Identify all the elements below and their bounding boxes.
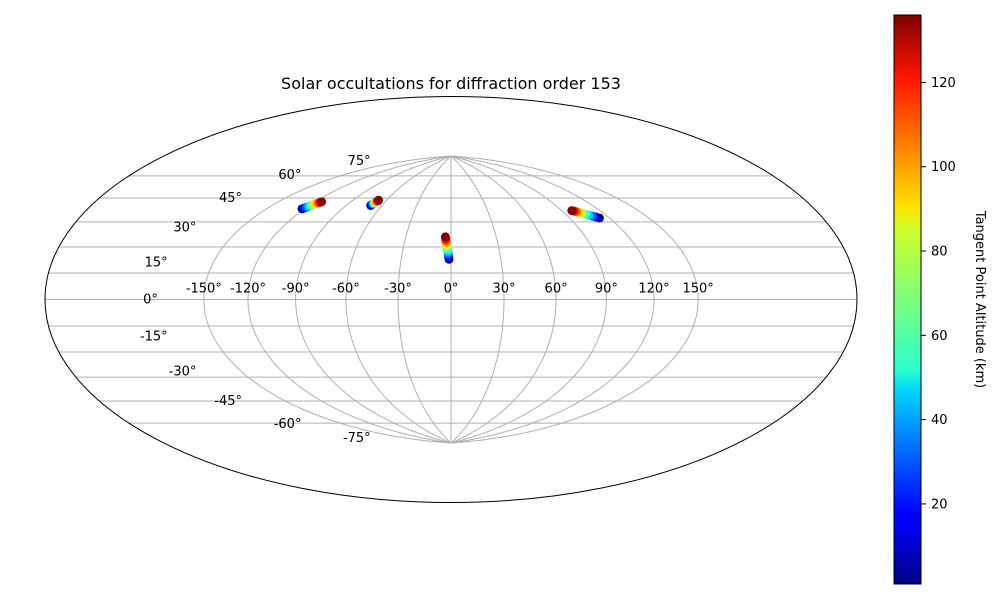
- chart-title: Solar occultations for diffraction order…: [281, 74, 621, 93]
- latitude-tick-label: -75°: [343, 431, 371, 446]
- occultation-point: [317, 197, 327, 207]
- longitude-tick-label: -90°: [282, 282, 310, 297]
- colorbar-tick-label: 120: [931, 76, 956, 91]
- colorbar-tick-label: 60: [931, 329, 948, 344]
- latitude-tick-label: 60°: [278, 168, 301, 183]
- longitude-tick-label: 30°: [492, 282, 515, 297]
- latitude-tick-label: -15°: [140, 330, 168, 345]
- latitude-tick-label: -45°: [214, 394, 242, 409]
- colorbar-tick-label: 20: [931, 497, 948, 512]
- colorbar-tick-label: 40: [931, 413, 948, 428]
- latitude-tick-label: 0°: [143, 293, 158, 308]
- latitude-tick-label: 15°: [145, 255, 168, 270]
- colorbar-label: Tangent Point Altitude (km): [972, 210, 987, 388]
- longitude-tick-label: 90°: [595, 282, 618, 297]
- longitude-tick-label: -60°: [332, 282, 360, 297]
- colorbar-tick-label: 100: [931, 160, 956, 175]
- occultation-points: [297, 195, 604, 264]
- longitude-tick-label: 0°: [444, 282, 459, 297]
- occultation-point: [440, 232, 450, 242]
- latitude-tick-label: 75°: [348, 154, 371, 169]
- occultation-point: [567, 206, 577, 216]
- latitude-tick-labels: -75° -60° -45° -30° -15° 0° 15° 30° 45° 60° 75°: [140, 154, 371, 446]
- latitude-tick-label: -30°: [169, 364, 197, 379]
- colorbar-ticks: 20 40 60 80 100 120: [921, 76, 956, 512]
- colorbar: 20 40 60 80 100 120 Tangent Point Altitude (k…: [893, 14, 987, 585]
- colorbar-tick-label: 80: [931, 245, 948, 260]
- latitude-tick-label: 45°: [219, 191, 242, 206]
- latitude-tick-label: 30°: [173, 221, 196, 236]
- graticule: [45, 155, 857, 444]
- longitude-tick-label: -30°: [384, 282, 412, 297]
- longitude-tick-labels: -150° -120° -90° -60° -30° 0° 30° 60° 90° 120° 150…: [186, 282, 714, 297]
- longitude-tick-label: 60°: [545, 282, 568, 297]
- longitude-tick-label: -150°: [186, 282, 222, 297]
- longitude-tick-label: -120°: [230, 282, 266, 297]
- map-boundary: [44, 96, 858, 503]
- occultation-point: [374, 195, 384, 205]
- longitude-tick-label: 150°: [682, 282, 713, 297]
- latitude-tick-label: -60°: [274, 417, 302, 432]
- longitude-tick-label: 120°: [638, 282, 669, 297]
- colorbar-gradient: [893, 14, 922, 585]
